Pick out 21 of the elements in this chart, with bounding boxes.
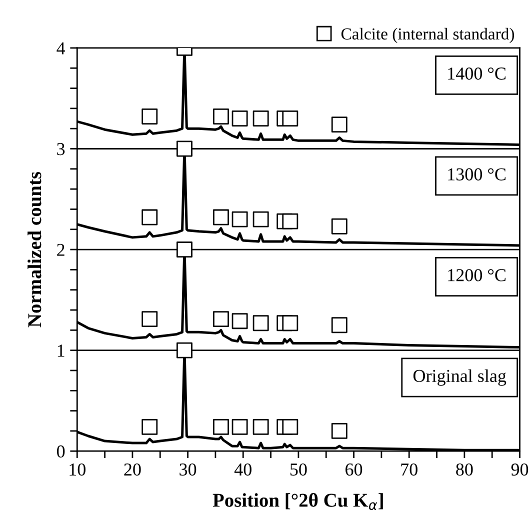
x-tick-label: 10 xyxy=(70,463,86,476)
text: 1300 °C xyxy=(448,168,506,180)
text: Original slag xyxy=(413,369,506,386)
x-tick-label: 70 xyxy=(401,463,418,476)
x-tick-label: 90 xyxy=(511,463,528,476)
x-tick-label: 40 xyxy=(234,463,252,476)
x-tick-label: 50 xyxy=(290,463,307,476)
legend-label: Calcite (internal standard) xyxy=(341,28,514,43)
y-axis-title: Normalized counts xyxy=(28,172,42,328)
y-tick-label: 3 xyxy=(57,143,65,156)
x-tick-label: 30 xyxy=(180,463,196,476)
y-tick-label: 2 xyxy=(57,244,64,256)
text: 1400 °C xyxy=(448,68,506,80)
x-axis-title: Position [°2θ Cu K$_{α}$] xyxy=(212,493,383,510)
y-tick-label: 4 xyxy=(56,42,66,54)
y-tick-label: 0 xyxy=(56,445,65,458)
x-tick-label: 60 xyxy=(346,463,362,476)
x-tick-label: 80 xyxy=(456,463,473,476)
y-tick-label: 1 xyxy=(58,344,64,357)
text: 1200 °C xyxy=(448,269,506,282)
x-tick-label: 20 xyxy=(124,463,141,476)
